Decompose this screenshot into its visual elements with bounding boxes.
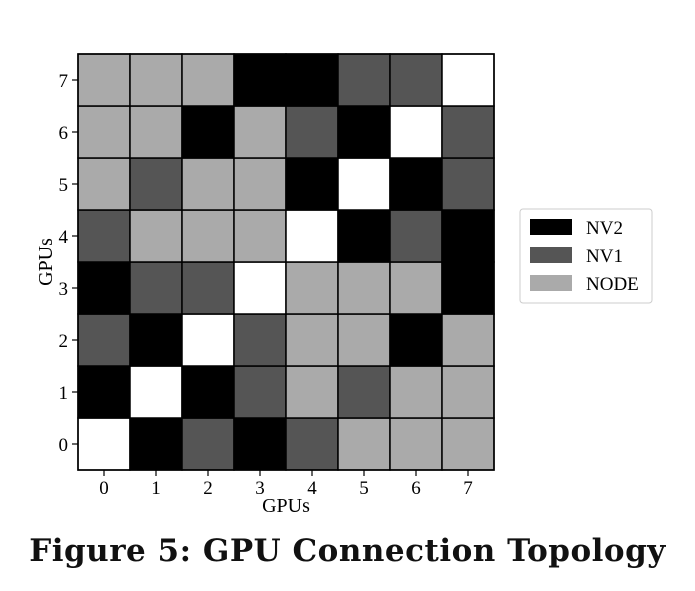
y-tick-label: 1: [59, 383, 69, 404]
heatmap-cell-2-5: [337, 313, 391, 367]
heatmap-cell-5-1: [129, 157, 183, 211]
y-tick-label: 0: [59, 435, 69, 456]
heatmap-cell-1-7: [441, 365, 495, 419]
heatmap-cell-2-0: [77, 313, 131, 367]
heatmap-cell-5-6: [389, 157, 443, 211]
legend-swatch-nv1: [530, 247, 572, 263]
heatmap-cell-6-5: [337, 105, 391, 159]
heatmap-cell-3-3: [233, 261, 287, 315]
heatmap-cell-0-2: [181, 417, 235, 471]
x-axis-ticks: 0 1 2 3 4 5 6 7: [99, 470, 473, 499]
heatmap-cell-3-4: [285, 261, 339, 315]
y-axis-ticks: 0 1 2 3 4 5 6 7: [59, 71, 78, 456]
x-tick-label: 1: [151, 478, 161, 499]
heatmap-cell-4-2: [181, 209, 235, 263]
heatmap-cell-2-4: [285, 313, 339, 367]
heatmap-cell-2-3: [233, 313, 287, 367]
heatmap-cell-7-0: [77, 53, 131, 107]
heatmap-cell-7-4: [285, 53, 339, 107]
heatmap-cell-2-2: [181, 313, 235, 367]
heatmap-cell-4-7: [441, 209, 495, 263]
heatmap-cell-5-2: [181, 157, 235, 211]
x-tick-label: 4: [307, 478, 317, 499]
heatmap-cell-0-5: [337, 417, 391, 471]
heatmap-cell-6-2: [181, 105, 235, 159]
heatmap-cell-4-1: [129, 209, 183, 263]
legend-label-nv1: NV1: [586, 246, 623, 267]
plot-frame: [77, 53, 495, 471]
x-tick-label: 6: [411, 478, 421, 499]
heatmap-cell-0-7: [441, 417, 495, 471]
heatmap-cell-2-1: [129, 313, 183, 367]
heatmap-cell-3-7: [441, 261, 495, 315]
x-tick-label: 3: [255, 478, 265, 499]
heatmap-cell-0-0: [77, 417, 131, 471]
heatmap-cell-1-5: [337, 365, 391, 419]
x-tick-label: 5: [359, 478, 369, 499]
heatmap-cell-5-4: [285, 157, 339, 211]
heatmap-cell-1-6: [389, 365, 443, 419]
heatmap-cell-7-7: [441, 53, 495, 107]
y-tick-label: 3: [59, 279, 69, 300]
y-tick-label: 4: [59, 227, 69, 248]
heatmap-cell-6-7: [441, 105, 495, 159]
y-tick-label: 7: [59, 71, 69, 92]
heatmap-cell-2-6: [389, 313, 443, 367]
heatmap-cell-2-7: [441, 313, 495, 367]
topology-heatmap-chart: 0 1 2 3 4 5 6 7 0 1 2 3 4 5 6 7 GPUs GPUs NV2 NV1 NODE: [35, 53, 653, 517]
heatmap-cell-0-6: [389, 417, 443, 471]
x-tick-label: 0: [99, 478, 109, 499]
legend-swatch-nv2: [530, 219, 572, 235]
y-axis-label: GPUs: [35, 238, 57, 286]
heatmap-cell-3-6: [389, 261, 443, 315]
heatmap-cell-4-3: [233, 209, 287, 263]
heatmap-cell-6-6: [389, 105, 443, 159]
heatmap-cell-0-3: [233, 417, 287, 471]
heatmap-cell-4-4: [285, 209, 339, 263]
heatmap-cell-5-3: [233, 157, 287, 211]
x-tick-label: 2: [203, 478, 213, 499]
heatmap-cell-4-5: [337, 209, 391, 263]
heatmap-cells: [77, 53, 495, 471]
legend-label-nv2: NV2: [586, 218, 623, 239]
heatmap-cell-5-5: [337, 157, 391, 211]
x-tick-label: 7: [463, 478, 473, 499]
y-tick-label: 2: [59, 331, 69, 352]
heatmap-cell-6-4: [285, 105, 339, 159]
heatmap-cell-3-0: [77, 261, 131, 315]
heatmap-cell-3-5: [337, 261, 391, 315]
heatmap-cell-5-0: [77, 157, 131, 211]
heatmap-cell-5-7: [441, 157, 495, 211]
y-tick-label: 5: [59, 175, 69, 196]
legend-label-node: NODE: [586, 274, 639, 295]
heatmap-cell-7-1: [129, 53, 183, 107]
heatmap-cell-3-2: [181, 261, 235, 315]
heatmap-cell-7-3: [233, 53, 287, 107]
heatmap-cell-1-0: [77, 365, 131, 419]
heatmap-cell-4-0: [77, 209, 131, 263]
heatmap-cell-6-3: [233, 105, 287, 159]
heatmap-cell-3-1: [129, 261, 183, 315]
heatmap-cell-7-6: [389, 53, 443, 107]
heatmap-cell-1-3: [233, 365, 287, 419]
heatmap-cell-1-1: [129, 365, 183, 419]
heatmap-cell-1-2: [181, 365, 235, 419]
heatmap-cell-0-1: [129, 417, 183, 471]
figure-caption: Figure 5: GPU Connection Topology: [29, 533, 666, 569]
heatmap-cell-6-0: [77, 105, 131, 159]
heatmap-cell-4-6: [389, 209, 443, 263]
legend: NV2 NV1 NODE: [519, 208, 653, 304]
heatmap-cell-7-5: [337, 53, 391, 107]
heatmap-cell-7-2: [181, 53, 235, 107]
heatmap-cell-1-4: [285, 365, 339, 419]
legend-swatch-node: [530, 275, 572, 291]
y-tick-label: 6: [59, 123, 69, 144]
heatmap-cell-0-4: [285, 417, 339, 471]
heatmap-cell-6-1: [129, 105, 183, 159]
x-axis-label: GPUs: [262, 495, 310, 517]
